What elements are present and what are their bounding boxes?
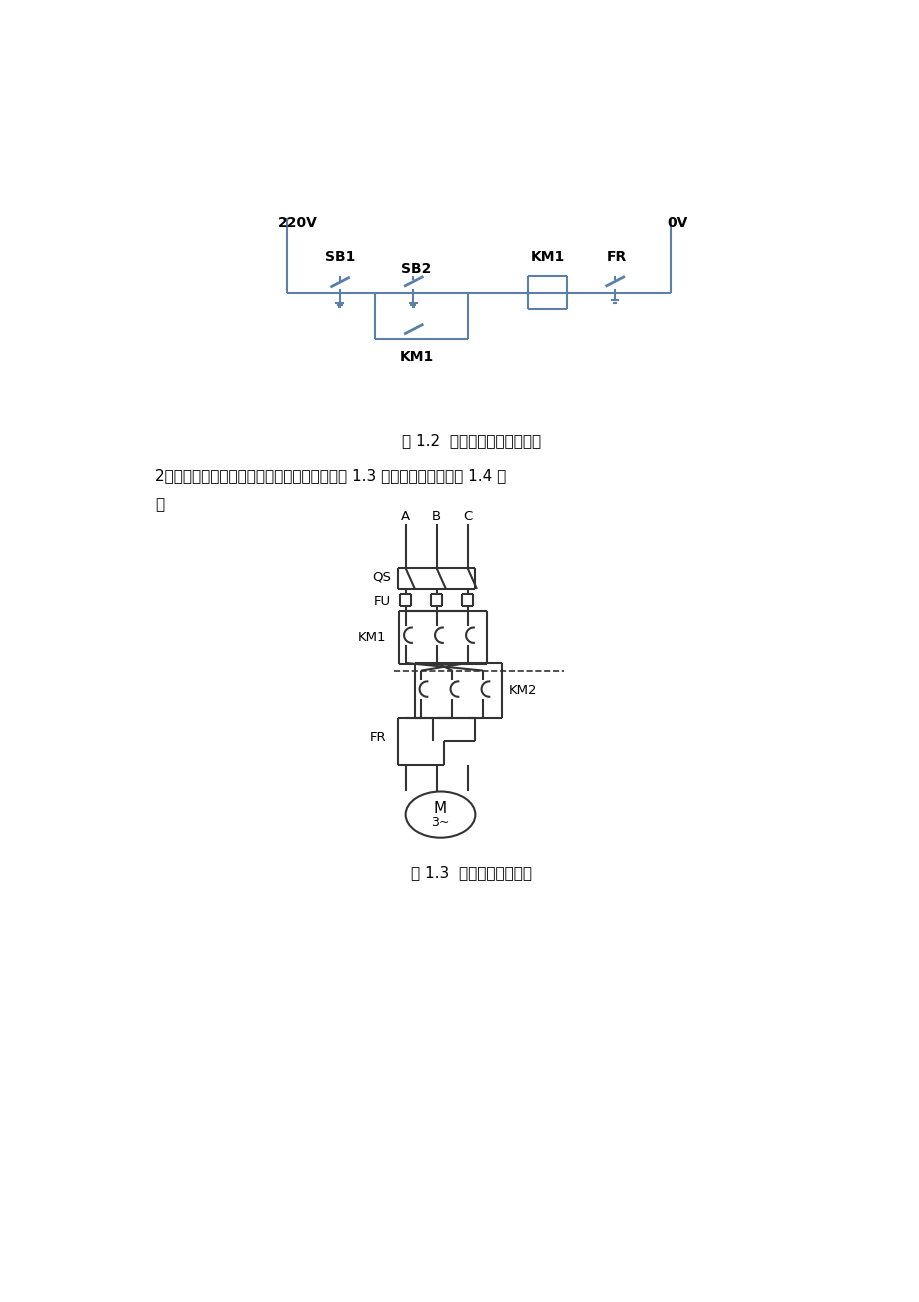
Text: FR: FR xyxy=(606,250,626,264)
Text: 220V: 220V xyxy=(278,216,317,230)
Text: FR: FR xyxy=(369,732,386,743)
Text: C: C xyxy=(462,510,471,523)
Text: SB2: SB2 xyxy=(400,262,430,276)
Text: 图 1.3  正反转控制主电路: 图 1.3 正反转控制主电路 xyxy=(411,865,531,880)
Text: M: M xyxy=(434,801,447,816)
Text: KM1: KM1 xyxy=(529,250,564,264)
Text: B: B xyxy=(432,510,441,523)
Text: SB1: SB1 xyxy=(324,250,355,264)
Text: A: A xyxy=(401,510,410,523)
Text: 2、电机的正反转控制一双重互锁，主电路如图 1.3 所示，控制电路如图 1.4 所: 2、电机的正反转控制一双重互锁，主电路如图 1.3 所示，控制电路如图 1.4 … xyxy=(155,469,506,483)
Text: 0V: 0V xyxy=(667,216,687,230)
Text: KM1: KM1 xyxy=(400,350,434,365)
Ellipse shape xyxy=(405,792,475,837)
Text: FU: FU xyxy=(373,595,391,608)
Text: 3~: 3~ xyxy=(431,816,449,829)
Text: QS: QS xyxy=(371,572,391,583)
Text: 图 1.2  单向连续运行控制电路: 图 1.2 单向连续运行控制电路 xyxy=(402,434,540,449)
Text: KM2: KM2 xyxy=(508,684,537,697)
Text: KM1: KM1 xyxy=(357,631,386,644)
Text: 示: 示 xyxy=(155,497,165,513)
